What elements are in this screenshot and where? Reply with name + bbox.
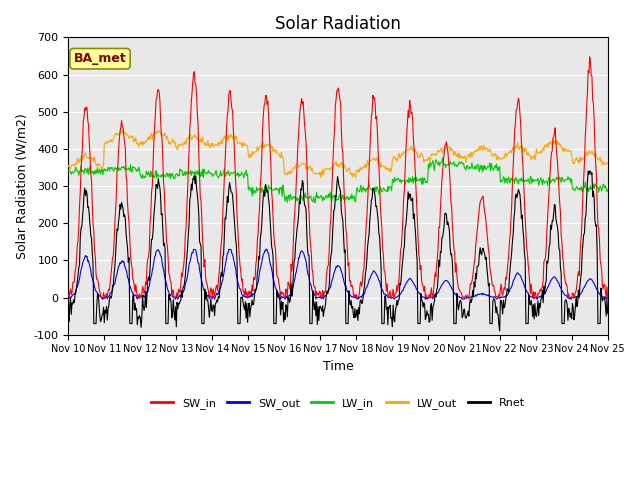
Y-axis label: Solar Radiation (W/m2): Solar Radiation (W/m2) <box>15 113 28 259</box>
Text: BA_met: BA_met <box>74 52 127 65</box>
Legend: SW_in, SW_out, LW_in, LW_out, Rnet: SW_in, SW_out, LW_in, LW_out, Rnet <box>147 394 530 414</box>
Title: Solar Radiation: Solar Radiation <box>275 15 401 33</box>
X-axis label: Time: Time <box>323 360 353 373</box>
